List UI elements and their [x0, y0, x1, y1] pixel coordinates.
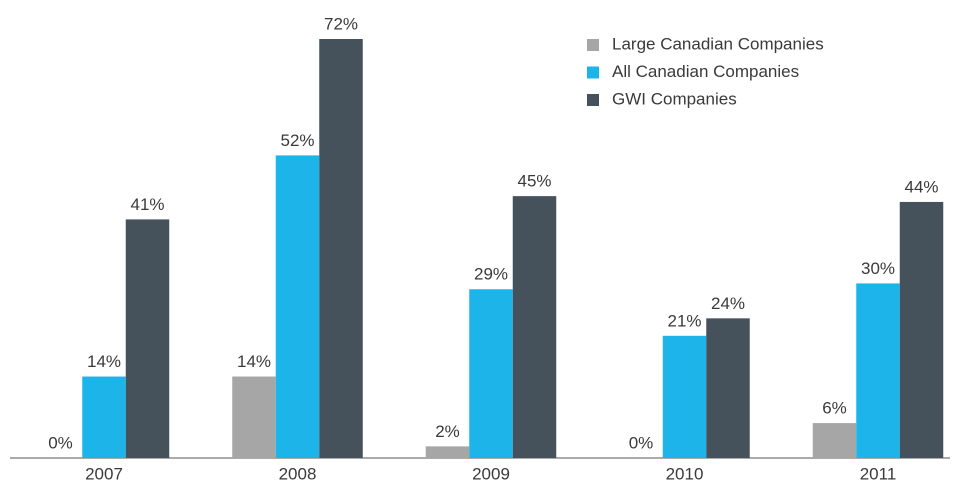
bar [232, 376, 276, 458]
legend-swatch [587, 66, 599, 79]
x-tick-label: 2011 [860, 464, 897, 483]
legend-swatch [587, 94, 599, 106]
data-label: 0% [629, 433, 654, 452]
legend-label: Large Canadian Companies [612, 34, 824, 53]
data-label: 0% [48, 433, 73, 452]
bar [856, 283, 900, 458]
bar [899, 201, 944, 458]
bar [425, 446, 470, 458]
x-tick-label: 2008 [279, 464, 317, 483]
data-label: 72% [324, 14, 358, 33]
bar [82, 376, 126, 458]
data-label: 2% [435, 422, 460, 441]
bar [512, 196, 557, 458]
x-tick-label: 2009 [472, 464, 510, 483]
bar [275, 155, 320, 458]
bar [662, 335, 707, 458]
legend-swatch [587, 39, 599, 51]
data-label: 29% [474, 265, 508, 284]
bar [812, 423, 857, 458]
bar [319, 39, 363, 458]
data-label: 6% [822, 399, 847, 418]
bar [125, 219, 170, 458]
data-label: 44% [904, 177, 938, 196]
legend-label: GWI Companies [612, 89, 737, 108]
bar [706, 318, 750, 458]
data-label: 14% [237, 352, 271, 371]
x-tick-label: 2007 [85, 464, 123, 483]
data-label: 41% [130, 195, 164, 214]
data-label: 30% [861, 259, 895, 278]
legend-label: All Canadian Companies [612, 62, 799, 81]
data-label: 14% [87, 352, 121, 371]
bar [469, 289, 513, 458]
data-label: 52% [280, 131, 314, 150]
data-label: 45% [517, 172, 551, 191]
x-tick-label: 2010 [666, 464, 704, 483]
data-label: 21% [667, 311, 701, 330]
data-label: 24% [711, 294, 745, 313]
